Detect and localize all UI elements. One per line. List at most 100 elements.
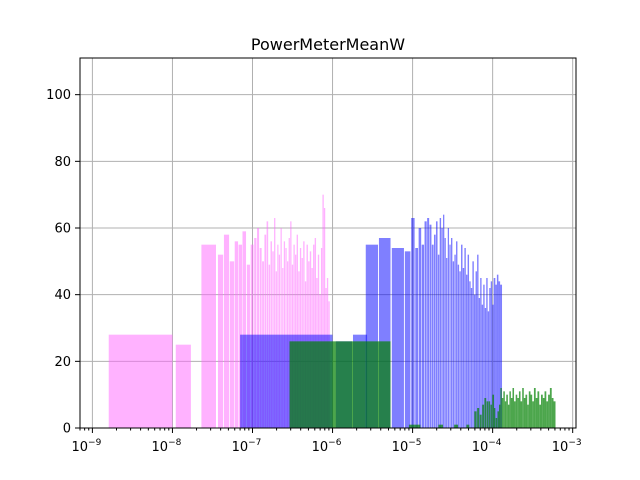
histogram-bar [551, 398, 554, 428]
histogram-bar [435, 221, 438, 428]
histogram-bar [482, 404, 485, 428]
histogram-bar [446, 258, 448, 428]
x-tick-label: 10−4 [472, 438, 502, 455]
histogram-bar [257, 228, 260, 428]
histogram-bar [518, 391, 521, 428]
histogram-bar [415, 248, 419, 428]
histogram-bar [486, 401, 489, 428]
histogram-bar [175, 344, 191, 428]
histogram-bar [494, 408, 496, 428]
y-tick-label: 20 [54, 355, 71, 370]
histogram-bar [495, 284, 497, 428]
histogram-bar [483, 284, 485, 428]
histogram-bar [546, 401, 549, 428]
histogram-bar [441, 228, 443, 428]
y-tick-label: 40 [54, 288, 71, 303]
histogram-bar [520, 401, 523, 428]
histogram-bar [528, 391, 531, 428]
x-tick-label: 10−5 [392, 438, 422, 455]
histogram-bar [514, 401, 516, 428]
series-2 [289, 341, 556, 428]
bars [108, 194, 556, 428]
histogram-bar [290, 221, 292, 428]
histogram-bar [480, 278, 482, 428]
histogram-bar [466, 274, 468, 428]
histogram-bar [484, 398, 487, 428]
histogram-bar [532, 401, 534, 428]
histogram-bar [469, 281, 471, 428]
histogram-bar [201, 244, 216, 428]
histogram-bar [217, 254, 224, 428]
histogram-bar [477, 408, 480, 428]
x-tick-label: 10−8 [152, 438, 182, 455]
histogram-bar [544, 391, 547, 428]
histogram-bar [549, 388, 552, 428]
y-tick-label: 80 [54, 155, 71, 170]
histogram-bar [493, 278, 496, 428]
histogram-bar [474, 294, 476, 428]
histogram-bar [461, 244, 463, 428]
histogram-bar [525, 394, 528, 428]
histogram-bar [515, 394, 518, 428]
histogram-bar [223, 234, 230, 428]
histogram-bar [496, 274, 499, 428]
histogram-bar [541, 394, 543, 428]
histogram-bar [454, 254, 456, 428]
histogram-bar [431, 244, 434, 428]
histogram-bar [474, 411, 477, 428]
histogram-bar [533, 388, 536, 428]
histogram-bar [475, 271, 477, 428]
histogram-bar [512, 388, 515, 428]
histogram-bar [242, 231, 247, 428]
histogram-bar [535, 398, 538, 428]
histogram-bar [456, 241, 458, 428]
histogram-bar [498, 281, 501, 428]
histogram-bar [500, 388, 502, 428]
histogram-bar [108, 334, 173, 428]
histogram-bar [433, 234, 436, 428]
histogram-bar [234, 241, 239, 428]
histogram-bar [437, 254, 440, 428]
histogram-bar [457, 264, 460, 428]
histogram-bar [490, 404, 492, 428]
histogram-bar [314, 238, 317, 428]
histogram-bar [229, 261, 235, 428]
histogram-bar [488, 401, 491, 428]
histogram-bar [477, 254, 479, 428]
histogram-bar [510, 398, 513, 428]
histogram-bar [378, 238, 391, 428]
histogram-bar [424, 221, 427, 428]
histogram-bar [542, 398, 545, 428]
histogram-bar [537, 391, 540, 428]
histogram-bar [421, 244, 425, 428]
x-tick-label: 10−6 [312, 438, 342, 455]
histogram-bar [472, 261, 474, 428]
histogram-bar [503, 391, 505, 428]
histogram-bar [501, 398, 504, 428]
histogram-bar [467, 254, 470, 428]
histogram-bar [429, 224, 432, 428]
histogram-bar [451, 238, 453, 428]
histogram-bar [418, 228, 422, 428]
histogram-bar [466, 424, 470, 428]
histogram-bar [481, 304, 484, 428]
histogram-bar [447, 228, 450, 428]
histogram-bar [322, 194, 324, 428]
histogram-bar [484, 308, 487, 428]
histogram-bar [254, 238, 257, 428]
histogram-bar [500, 284, 503, 428]
histogram-bar [492, 394, 495, 428]
histogram-bar [274, 218, 276, 428]
histogram-bar [504, 401, 507, 428]
histogram-bar [479, 414, 482, 428]
histogram-bar [438, 424, 444, 428]
histogram-bar [489, 288, 491, 428]
histogram-bar [404, 251, 411, 428]
histogram-bar [522, 388, 524, 428]
histogram-bar [527, 404, 529, 428]
histogram-bar [490, 281, 493, 428]
histogram-bar [443, 214, 445, 428]
histogram-bar [427, 218, 430, 428]
histogram-bar [459, 271, 461, 428]
